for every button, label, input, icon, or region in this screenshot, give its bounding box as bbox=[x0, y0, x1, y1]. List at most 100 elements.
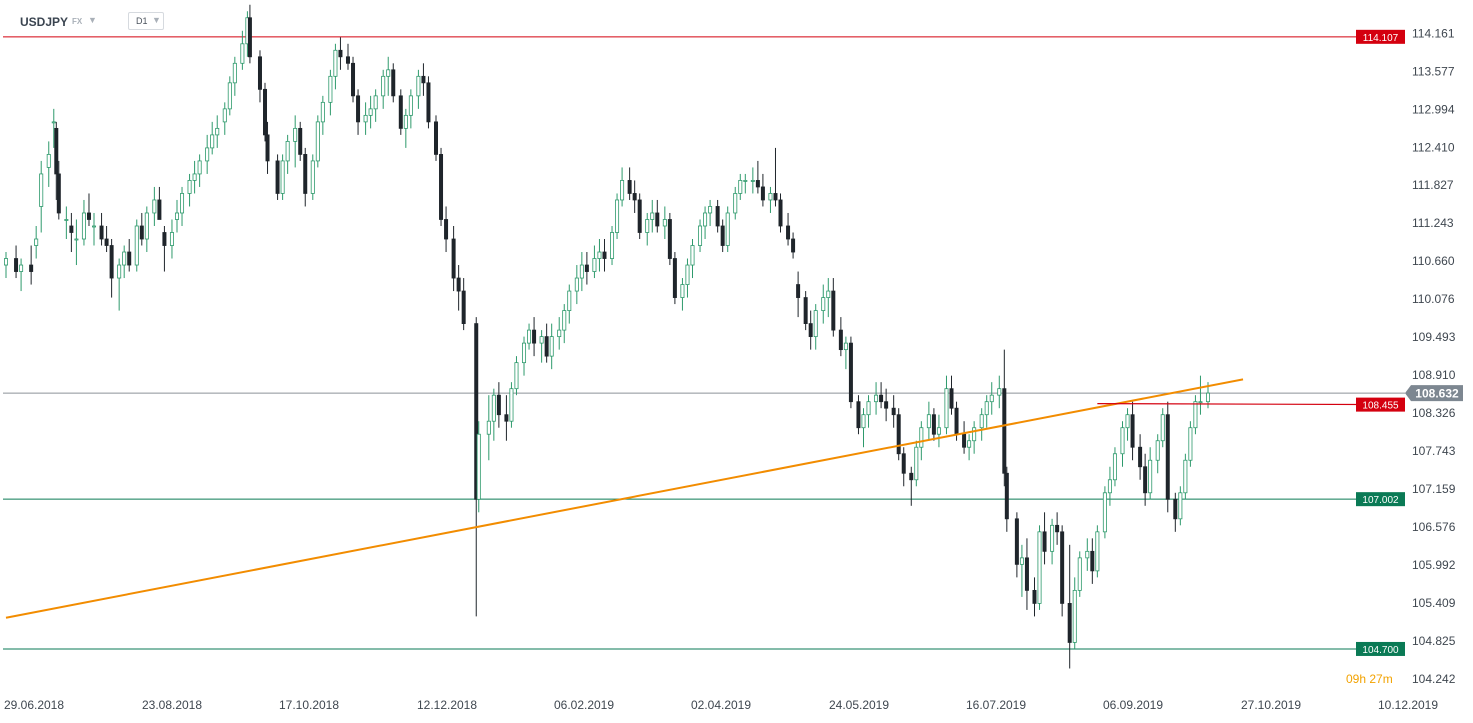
candle-body bbox=[54, 127, 59, 175]
candle-body bbox=[514, 362, 519, 390]
candle-body bbox=[109, 245, 114, 279]
candle-body bbox=[1004, 472, 1009, 520]
price-tag bbox=[1356, 29, 1405, 44]
candle-body bbox=[1072, 589, 1077, 643]
price-axis: 114.161 113.577 112.994 112.410 111.827 111.2… bbox=[1412, 26, 1456, 685]
candle-body bbox=[34, 238, 39, 246]
candle-body bbox=[856, 401, 861, 429]
candle-body bbox=[117, 264, 122, 279]
candle-body bbox=[461, 290, 466, 324]
candle-body bbox=[265, 134, 270, 162]
candle-body bbox=[139, 225, 144, 240]
candle-body bbox=[320, 101, 325, 123]
candle-body bbox=[874, 394, 879, 403]
resistance-line[interactable] bbox=[1097, 403, 1406, 406]
y-tick-label: 109.493 bbox=[1412, 330, 1456, 344]
candle-body bbox=[1112, 453, 1117, 481]
candle-body bbox=[685, 264, 690, 285]
candle-body bbox=[1198, 401, 1203, 404]
candle-body bbox=[690, 245, 695, 266]
candle-body bbox=[444, 219, 449, 240]
candle-body bbox=[672, 258, 677, 298]
market-dropdown-icon[interactable]: ▼ bbox=[88, 15, 97, 25]
trendline[interactable] bbox=[5, 378, 1244, 619]
candle-body bbox=[610, 232, 615, 259]
candle-body bbox=[99, 225, 104, 240]
candle-body bbox=[813, 310, 818, 338]
candle-body bbox=[486, 420, 491, 435]
candle-body bbox=[205, 147, 210, 162]
candle-body bbox=[1188, 427, 1193, 461]
candle-body bbox=[1050, 524, 1055, 552]
candle-body bbox=[1138, 446, 1143, 468]
candle-body bbox=[637, 199, 642, 233]
candle-body bbox=[257, 56, 262, 90]
candle-body bbox=[954, 407, 959, 435]
candle-body bbox=[1183, 459, 1188, 494]
candle-body bbox=[914, 446, 919, 481]
trendline-group[interactable] bbox=[5, 378, 1406, 619]
candle-body bbox=[592, 258, 597, 272]
price-tag bbox=[1356, 492, 1405, 507]
candle-body bbox=[1165, 414, 1170, 500]
candle-body bbox=[451, 238, 456, 279]
y-tick-label: 104.242 bbox=[1412, 672, 1456, 686]
candle-body bbox=[169, 232, 174, 246]
candle-body bbox=[803, 297, 808, 324]
candle-body bbox=[1037, 531, 1042, 604]
candle-body bbox=[574, 277, 579, 292]
chevron-down-icon: ▼ bbox=[152, 15, 161, 25]
time-remaining-label: 09h 27m bbox=[1346, 672, 1393, 686]
candle-body bbox=[720, 225, 725, 246]
candle-body bbox=[1014, 518, 1019, 565]
x-tick-label: 06.02.2019 bbox=[554, 698, 614, 712]
symbol-label[interactable]: USDJPY bbox=[20, 15, 69, 29]
candle-body bbox=[46, 154, 51, 168]
candle-body bbox=[303, 154, 308, 194]
candle-body bbox=[1032, 589, 1037, 604]
candle-body bbox=[843, 342, 848, 351]
market-label: FX bbox=[72, 17, 83, 26]
candle-body bbox=[848, 342, 853, 403]
candle-body bbox=[1060, 531, 1065, 604]
candle-body bbox=[351, 62, 356, 97]
candle-body bbox=[338, 49, 343, 58]
candle-body bbox=[368, 108, 373, 116]
y-tick-label: 108.326 bbox=[1412, 406, 1456, 420]
candle-body bbox=[1055, 524, 1060, 533]
candle-body bbox=[74, 238, 79, 241]
candle-body bbox=[984, 401, 989, 416]
timeframe-select[interactable]: D1 ▼ bbox=[128, 12, 164, 30]
candle-body bbox=[901, 453, 906, 474]
x-tick-label: 12.12.2018 bbox=[417, 698, 477, 712]
candle-body bbox=[476, 433, 481, 500]
time-axis: 29.06.2018 23.08.2018 17.10.2018 12.12.2018… bbox=[4, 672, 1438, 712]
y-tick-label: 108.910 bbox=[1412, 368, 1456, 382]
candle-body bbox=[222, 108, 227, 123]
candle-body bbox=[4, 258, 9, 266]
candle-body bbox=[197, 160, 202, 175]
x-tick-label: 24.05.2019 bbox=[829, 698, 889, 712]
candle-body bbox=[698, 225, 703, 246]
candle-body bbox=[997, 388, 1002, 396]
candle-body bbox=[122, 251, 127, 266]
candle-body bbox=[650, 212, 655, 220]
y-tick-label: 104.825 bbox=[1412, 634, 1456, 648]
price-tag-label: 107.002 bbox=[1362, 495, 1399, 506]
candle-body bbox=[293, 127, 298, 142]
candle-body bbox=[152, 199, 157, 214]
candle-body bbox=[310, 160, 315, 194]
candle-body bbox=[104, 238, 109, 246]
candle-body bbox=[187, 180, 192, 194]
candle-body bbox=[86, 212, 91, 220]
price-tag-label: 114.107 bbox=[1363, 33, 1399, 44]
candle-body bbox=[1019, 557, 1024, 565]
y-tick-label: 107.743 bbox=[1412, 444, 1456, 458]
x-tick-label: 27.10.2019 bbox=[1241, 698, 1301, 712]
y-tick-label: 107.159 bbox=[1412, 482, 1456, 496]
candle-body bbox=[144, 212, 149, 240]
candle-body bbox=[263, 88, 268, 136]
candle-body bbox=[632, 193, 637, 201]
x-tick-label: 29.06.2018 bbox=[4, 698, 64, 712]
